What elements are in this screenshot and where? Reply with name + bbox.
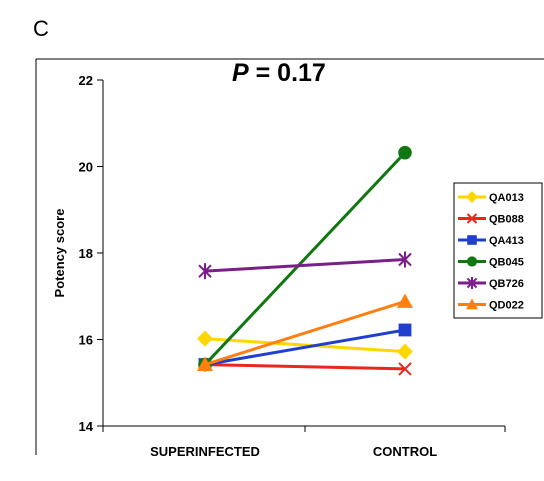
legend-label: QB088: [489, 214, 524, 226]
y-axis-title: Potency score: [52, 209, 67, 298]
data-point-qa013: [397, 343, 413, 360]
panel-label: C: [33, 16, 49, 41]
legend-marker-qd022: [466, 298, 478, 310]
data-point-qa413: [398, 323, 412, 337]
series-line-qb045: [203, 151, 407, 366]
legend: QA013 QB088 QA413 QB045 QB726 QD022: [453, 182, 543, 319]
legend-label: QA013: [489, 192, 524, 204]
chart-frame: [35, 58, 544, 455]
legend-marker-qa413: [467, 235, 477, 245]
series-line-qd022: [204, 300, 406, 367]
legend-label: QB726: [489, 278, 524, 290]
series-line-qa013: [204, 337, 406, 354]
p-value-text: = 0.17: [249, 59, 326, 87]
y-tick-label: 22: [79, 73, 93, 88]
y-tick-label: 20: [79, 160, 93, 175]
data-point-qb088-stroke: [398, 362, 412, 376]
legend-marker-qb045: [466, 256, 478, 267]
legend-box: [453, 182, 543, 319]
data-point-qa013: [197, 330, 213, 347]
series-line-qb088: [204, 363, 406, 371]
series-line-qb726: [204, 257, 406, 273]
series-line-qa413: [204, 328, 406, 367]
legend-label: QD022: [489, 300, 524, 312]
y-tick-label: 14: [79, 419, 94, 434]
legend-marker-qa013: [466, 191, 478, 203]
p-value-annotation: P = 0.17: [232, 59, 326, 87]
legend-label: QA413: [489, 235, 524, 247]
legend-label: QB045: [489, 257, 524, 269]
legend-marker-qb088-stroke: [466, 213, 478, 224]
p-symbol: P: [232, 59, 249, 87]
data-point-qb045: [398, 145, 412, 160]
data-point-qb726: [398, 251, 412, 268]
legend-marker-qb088: [466, 213, 478, 224]
y-tick-label: 18: [79, 246, 93, 261]
x-category-label: CONTROL: [373, 444, 437, 459]
data-point-qb726: [198, 263, 212, 280]
plot-area: 14 16 18 20 22 SUPERINFECTED CONTROL: [79, 73, 506, 459]
data-point-qb088: [398, 362, 412, 376]
y-tick-label: 16: [79, 333, 93, 348]
data-point-qd022: [397, 293, 413, 308]
x-category-label: SUPERINFECTED: [150, 444, 260, 459]
data-point-qd022: [197, 356, 213, 371]
legend-marker-qb726: [466, 277, 478, 289]
